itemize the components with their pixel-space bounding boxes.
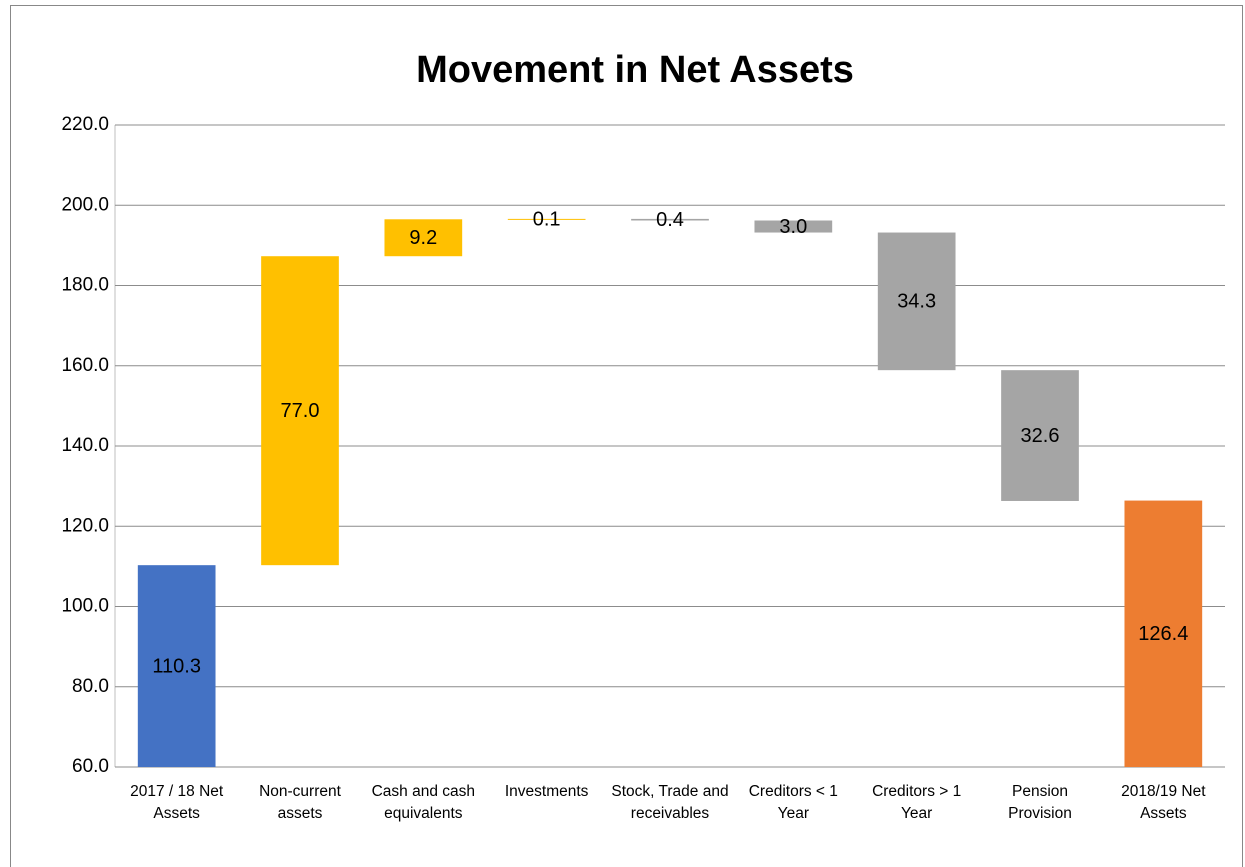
- x-tick-label: Pension Provision: [1008, 783, 1072, 822]
- data-label: 32.6: [1021, 425, 1060, 447]
- x-tick-label: Investments: [504, 783, 589, 800]
- y-tick-label: 200.0: [61, 194, 109, 215]
- y-tick-label: 180.0: [61, 275, 109, 296]
- x-tick-label: Creditors < 1 Year: [748, 783, 838, 822]
- data-label: 77.0: [281, 400, 320, 422]
- x-tick-label: 2017 / 18 Net Assets: [130, 783, 224, 822]
- x-tick-label: Stock, Trade and receivables: [611, 783, 729, 822]
- y-tick-label: 140.0: [61, 435, 109, 456]
- y-tick-label: 220.0: [61, 114, 109, 135]
- data-label: 110.3: [152, 655, 201, 677]
- y-tick-label: 120.0: [61, 515, 109, 536]
- bar: [137, 565, 216, 767]
- x-tick-label: Creditors > 1 Year: [872, 783, 962, 822]
- y-tick-label: 60.0: [72, 756, 109, 777]
- chart-title: Movement in Net Assets: [416, 49, 854, 91]
- bar: [507, 218, 586, 220]
- data-label: 9.2: [409, 227, 437, 249]
- data-label: 3.0: [779, 216, 807, 238]
- bar: [754, 220, 833, 233]
- x-tick-label: Non-current assets: [259, 783, 341, 822]
- data-label: 0.4: [656, 209, 684, 231]
- x-tick-label: 2018/19 Net Assets: [1121, 783, 1206, 822]
- data-label: 126.4: [1138, 623, 1188, 645]
- y-tick-label: 100.0: [61, 596, 109, 617]
- bar: [261, 256, 339, 566]
- y-tick-label: 160.0: [61, 355, 109, 376]
- bar: [877, 232, 956, 371]
- y-tick-label: 80.0: [72, 676, 109, 697]
- data-label: 0.1: [533, 209, 561, 231]
- bar: [1124, 500, 1203, 767]
- bar: [631, 218, 709, 221]
- bar: [384, 219, 463, 257]
- data-label: 34.3: [897, 291, 936, 313]
- bar: [1001, 370, 1079, 501]
- x-tick-label: Cash and cash equivalents: [371, 783, 476, 822]
